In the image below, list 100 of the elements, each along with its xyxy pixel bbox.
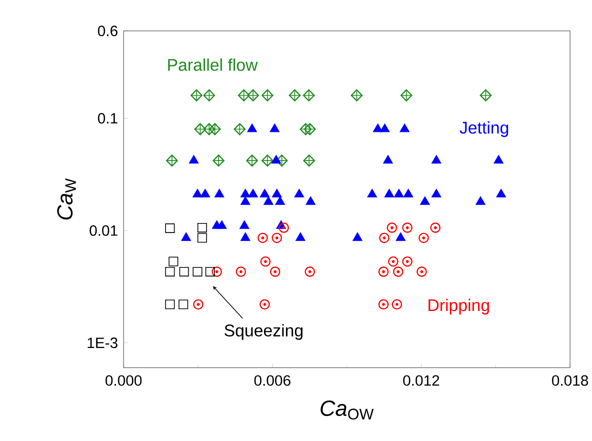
- point: [302, 89, 315, 102]
- point: [200, 188, 210, 198]
- point: [246, 154, 258, 166]
- series-label: Jetting: [460, 121, 508, 137]
- point: [260, 188, 270, 198]
- point: [496, 188, 506, 198]
- point: [304, 266, 316, 277]
- y-tick-label: 0.01: [90, 225, 118, 236]
- point: [380, 123, 390, 132]
- point: [386, 222, 398, 233]
- point: [388, 256, 398, 266]
- point: [240, 188, 250, 198]
- y-axis-title: Ca$_{W}$: [57, 178, 76, 220]
- point: [197, 222, 207, 232]
- point: [260, 298, 270, 310]
- point: [402, 222, 413, 233]
- point: [234, 122, 246, 135]
- point: [384, 188, 394, 198]
- point: [431, 188, 442, 198]
- point: [181, 232, 192, 241]
- point: [190, 89, 202, 102]
- series-label: Dripping: [428, 298, 489, 314]
- point: [247, 89, 259, 102]
- x-tick-label: 0.012: [403, 374, 440, 386]
- point: [262, 89, 274, 102]
- point: [396, 232, 406, 241]
- point: [248, 188, 258, 198]
- point: [203, 89, 216, 102]
- point: [212, 154, 224, 166]
- point: [165, 266, 175, 276]
- y-tick-label: 1E-3: [88, 337, 118, 348]
- point: [402, 256, 413, 266]
- point: [400, 89, 412, 102]
- point: [197, 232, 207, 242]
- point: [212, 266, 222, 277]
- point: [418, 232, 429, 243]
- point: [262, 154, 274, 166]
- point: [350, 89, 363, 102]
- point: [166, 154, 178, 166]
- point: [260, 256, 271, 266]
- point: [295, 232, 306, 241]
- point: [306, 196, 316, 205]
- point: [382, 154, 394, 164]
- point: [378, 298, 389, 310]
- point: [300, 122, 312, 135]
- point: [192, 266, 202, 276]
- point: [420, 196, 430, 205]
- point: [272, 188, 282, 198]
- point: [270, 123, 280, 132]
- point: [192, 188, 203, 198]
- point: [403, 188, 414, 198]
- point: [272, 232, 282, 243]
- point: [208, 122, 221, 135]
- point: [392, 298, 402, 310]
- point: [294, 188, 304, 198]
- point: [165, 223, 175, 233]
- y-tick-label: 0.1: [98, 112, 118, 124]
- point: [304, 122, 316, 135]
- point: [203, 122, 216, 135]
- point: [216, 220, 227, 229]
- point: [258, 232, 268, 243]
- point: [378, 266, 389, 277]
- x-tick-label: 0.000: [106, 374, 142, 386]
- point: [238, 89, 250, 102]
- point: [194, 122, 206, 135]
- y-tick-label: 0.6: [98, 25, 118, 36]
- point: [205, 266, 215, 276]
- point: [240, 232, 250, 241]
- point: [275, 196, 286, 205]
- point: [168, 256, 178, 266]
- point: [271, 154, 282, 164]
- point: [394, 188, 404, 198]
- point: [239, 220, 250, 229]
- x-axis-title: Ca$_{OW}$: [320, 400, 374, 420]
- point: [303, 154, 316, 166]
- legend-label: Squeezing: [224, 324, 302, 340]
- point: [178, 299, 188, 309]
- point: [352, 232, 362, 241]
- point: [263, 196, 274, 205]
- point: [400, 123, 410, 132]
- point: [430, 222, 441, 233]
- point: [240, 196, 250, 205]
- series-label: Parallel flow: [168, 58, 258, 71]
- point: [367, 188, 378, 198]
- point: [214, 188, 224, 198]
- point: [188, 154, 199, 164]
- point: [494, 154, 504, 164]
- point: [165, 299, 175, 309]
- point: [278, 222, 289, 233]
- point: [193, 298, 204, 310]
- point: [475, 196, 486, 205]
- point: [480, 89, 492, 102]
- point: [288, 89, 301, 102]
- point: [236, 266, 246, 277]
- point: [431, 154, 442, 164]
- point: [393, 266, 404, 277]
- point: [416, 266, 427, 277]
- point: [247, 123, 258, 132]
- point: [270, 266, 280, 277]
- x-tick-label: 0.018: [552, 374, 588, 386]
